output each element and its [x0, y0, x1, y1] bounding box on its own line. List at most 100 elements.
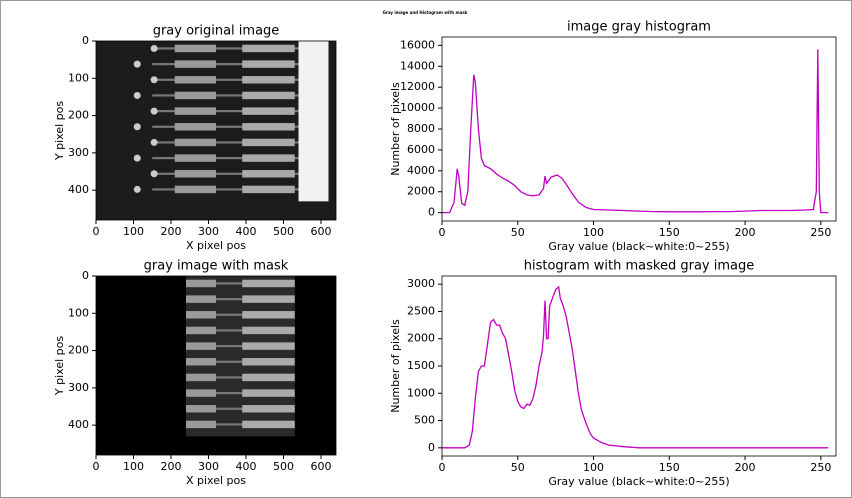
x-axis-label: Gray value (black~white:0~255): [548, 240, 729, 253]
image-feature: [186, 326, 216, 335]
image-feature: [242, 44, 295, 53]
axes-frame: [95, 275, 337, 456]
image-feature: [242, 76, 295, 84]
image-feature: [186, 298, 295, 301]
y-tick-label: 100: [68, 306, 89, 319]
image-feature: [242, 138, 295, 147]
image-feature: [242, 405, 295, 413]
image-feature: [152, 109, 299, 113]
image-feature: [242, 60, 295, 68]
axes-title: image gray histogram: [567, 20, 711, 35]
image-feature: [186, 344, 295, 348]
y-tick-label: 6000: [407, 143, 435, 156]
y-axis-label: Number of pixels: [389, 82, 402, 176]
image-feature: [242, 123, 295, 131]
image-feature: [174, 44, 216, 53]
x-tick-label: 600: [311, 225, 332, 238]
y-axis-label: Y pixel pos: [53, 101, 66, 161]
image-feature: [174, 107, 216, 115]
x-tick-label: 100: [123, 460, 144, 473]
image-feature: [298, 41, 329, 202]
x-axis-label: X pixel pos: [186, 474, 246, 487]
image-feature: [174, 91, 216, 100]
image-feature: [242, 311, 295, 319]
y-tick-label: 2000: [407, 185, 435, 198]
x-tick-label: 400: [236, 460, 257, 473]
image-feature: [152, 141, 299, 144]
x-tick-label: 150: [659, 226, 680, 239]
x-tick-label: 0: [93, 460, 100, 473]
y-tick-label: 1500: [407, 359, 435, 372]
image-feature: [174, 170, 216, 178]
image-feature: [242, 342, 295, 350]
histogram-line: [442, 285, 829, 449]
image-feature: [174, 60, 216, 68]
y-tick-label: 16000: [400, 38, 435, 51]
x-tick-label: 0: [439, 226, 446, 239]
image-feature: [242, 420, 295, 429]
x-tick-label: 50: [511, 461, 525, 474]
image-feature: [186, 423, 295, 426]
axes-frame: [95, 40, 337, 221]
x-tick-label: 200: [161, 225, 182, 238]
x-tick-label: 500: [273, 225, 294, 238]
image-feature: [242, 154, 295, 162]
y-tick-label: 12000: [400, 80, 435, 93]
x-tick-label: 0: [439, 461, 446, 474]
x-tick-label: 300: [198, 460, 219, 473]
y-tick-label: 8000: [407, 122, 435, 135]
y-tick-label: 200: [68, 109, 89, 122]
y-tick-label: 300: [68, 381, 89, 394]
image-feature: [242, 373, 295, 382]
image-feature: [242, 326, 295, 335]
histogram-line: [442, 49, 829, 214]
x-tick-label: 150: [659, 461, 680, 474]
y-tick-label: 2000: [407, 332, 435, 345]
y-tick-label: 2500: [407, 304, 435, 317]
image-feature: [186, 329, 295, 332]
image-feature: [150, 107, 158, 115]
y-tick-label: 10000: [400, 101, 435, 114]
y-tick-label: 1000: [407, 386, 435, 399]
axes-title: histogram with masked gray image: [524, 259, 754, 274]
image-feature: [186, 282, 295, 285]
image-feature: [152, 188, 299, 191]
image-feature: [186, 360, 295, 363]
image-feature: [186, 373, 216, 382]
x-tick-label: 600: [311, 460, 332, 473]
image-feature: [133, 60, 141, 68]
y-tick-label: 100: [68, 71, 89, 84]
figure-title: Gray image and Histogram with mask: [383, 10, 468, 15]
image-feature: [152, 172, 299, 175]
image-feature: [150, 138, 158, 146]
image-feature: [152, 63, 299, 66]
y-tick-label: 300: [68, 146, 89, 159]
y-tick-label: 0: [428, 206, 435, 219]
image-feature: [150, 170, 158, 178]
y-axis-label: Y pixel pos: [53, 336, 66, 396]
image-feature: [133, 185, 141, 193]
image-feature: [152, 156, 299, 160]
image-feature: [186, 342, 216, 350]
y-axis-label: Number of pixels: [389, 319, 402, 413]
x-tick-label: 250: [810, 226, 831, 239]
image-feature: [242, 107, 295, 115]
image-feature: [152, 78, 299, 81]
x-tick-label: 200: [735, 461, 756, 474]
image-feature: [186, 376, 295, 379]
x-axis-label: X pixel pos: [186, 239, 246, 252]
axes-title: gray original image: [153, 24, 280, 39]
image-feature: [174, 76, 216, 84]
x-tick-label: 400: [236, 225, 257, 238]
y-tick-label: 0: [428, 441, 435, 454]
x-tick-label: 100: [123, 225, 144, 238]
image-feature: [242, 279, 295, 288]
image-feature: [186, 407, 295, 410]
image-feature: [242, 170, 295, 178]
y-tick-label: 0: [82, 34, 89, 47]
image-feature: [186, 295, 216, 303]
x-tick-label: 100: [583, 461, 604, 474]
image-feature: [133, 123, 141, 131]
x-tick-label: 0: [93, 225, 100, 238]
